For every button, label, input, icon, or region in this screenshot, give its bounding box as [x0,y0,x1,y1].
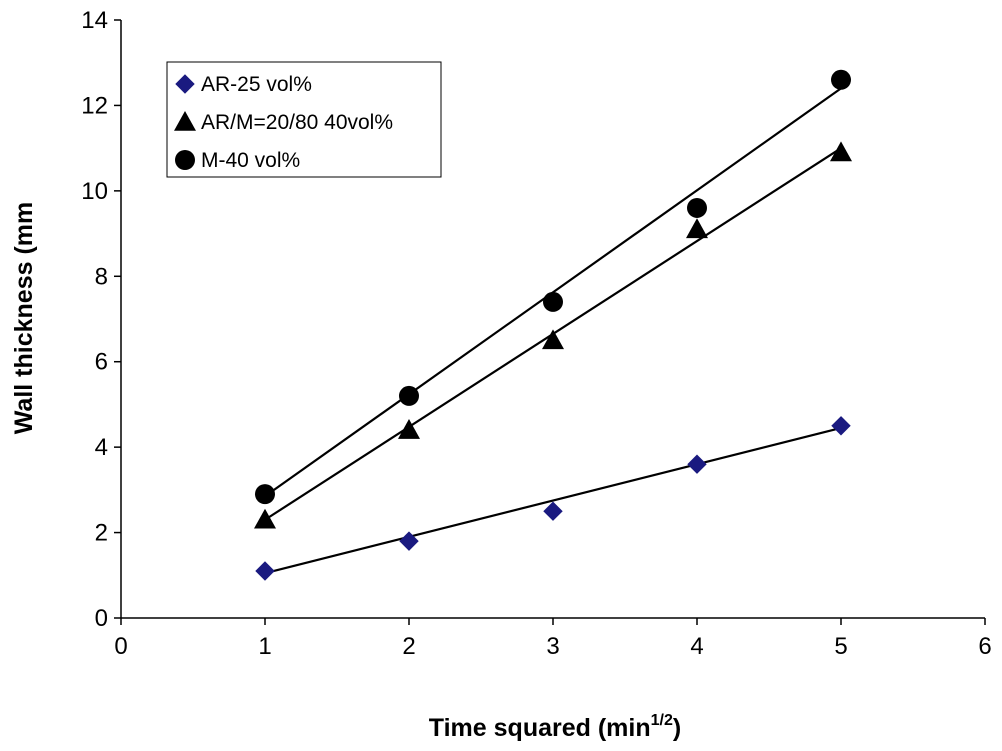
x-tick-label-4: 4 [690,633,703,660]
x-tick-label-2: 2 [402,633,415,660]
legend-items: AR-25 vol% AR/M=20/80 40vol% M-40 vol% [174,73,393,172]
point-series-1-3 [686,218,708,239]
point-series-1-4 [830,141,852,162]
y-tick-label-4: 8 [95,263,108,290]
point-series-2-1 [399,385,419,406]
point-series-0-0 [255,561,275,581]
y-tick-label-6: 12 [81,92,108,119]
y-tick-label-3: 6 [95,349,108,376]
x-ticks: 0 1 2 3 4 5 6 [114,618,992,660]
point-series-0-2 [543,501,563,521]
point-series-1-0 [254,508,276,529]
x-axis-title-sup: 1/2 [651,712,673,729]
x-axis-title-tail: ) [673,714,681,742]
legend-label-1: AR/M=20/80 40vol% [201,111,393,134]
x-tick-label-5: 5 [834,633,847,660]
point-series-0-1 [399,531,419,551]
point-series-2-4 [831,69,851,90]
x-axis-title: Time squared (min1/2) [429,712,681,742]
point-series-1-2 [542,329,564,350]
x-tick-label-6: 6 [978,633,991,660]
y-tick-label-1: 2 [95,520,108,547]
point-series-2-2 [543,291,563,312]
point-series-2-3 [687,197,707,218]
point-series-2-0 [255,484,275,505]
legend-label-0: AR-25 vol% [201,73,312,96]
legend-box [166,61,442,178]
legend-marker-0 [175,74,195,94]
legend: AR-25 vol% AR/M=20/80 40vol% M-40 vol% [166,61,442,178]
legend-marker-2 [175,150,195,170]
legend-marker-1 [174,111,196,131]
x-axis-title-main: Time squared (min [429,714,651,742]
point-series-0-4 [831,416,851,436]
x-tick-label-3: 3 [546,633,559,660]
point-series-1-1 [398,419,420,439]
x-tick-label-1: 1 [258,633,271,660]
y-tick-label-5: 10 [81,178,108,205]
point-series-0-3 [687,454,707,474]
legend-label-2: M-40 vol% [201,149,300,172]
data-points [254,69,852,581]
y-tick-label-0: 0 [95,605,108,632]
y-tick-label-7: 14 [81,7,108,34]
y-tick-label-2: 4 [95,434,108,461]
y-ticks: 0 2 4 6 8 10 12 14 [81,7,121,632]
y-axis-title: Wall thickness (mm [10,202,38,434]
trendline-series-0 [264,426,842,575]
x-tick-label-0: 0 [114,633,127,660]
